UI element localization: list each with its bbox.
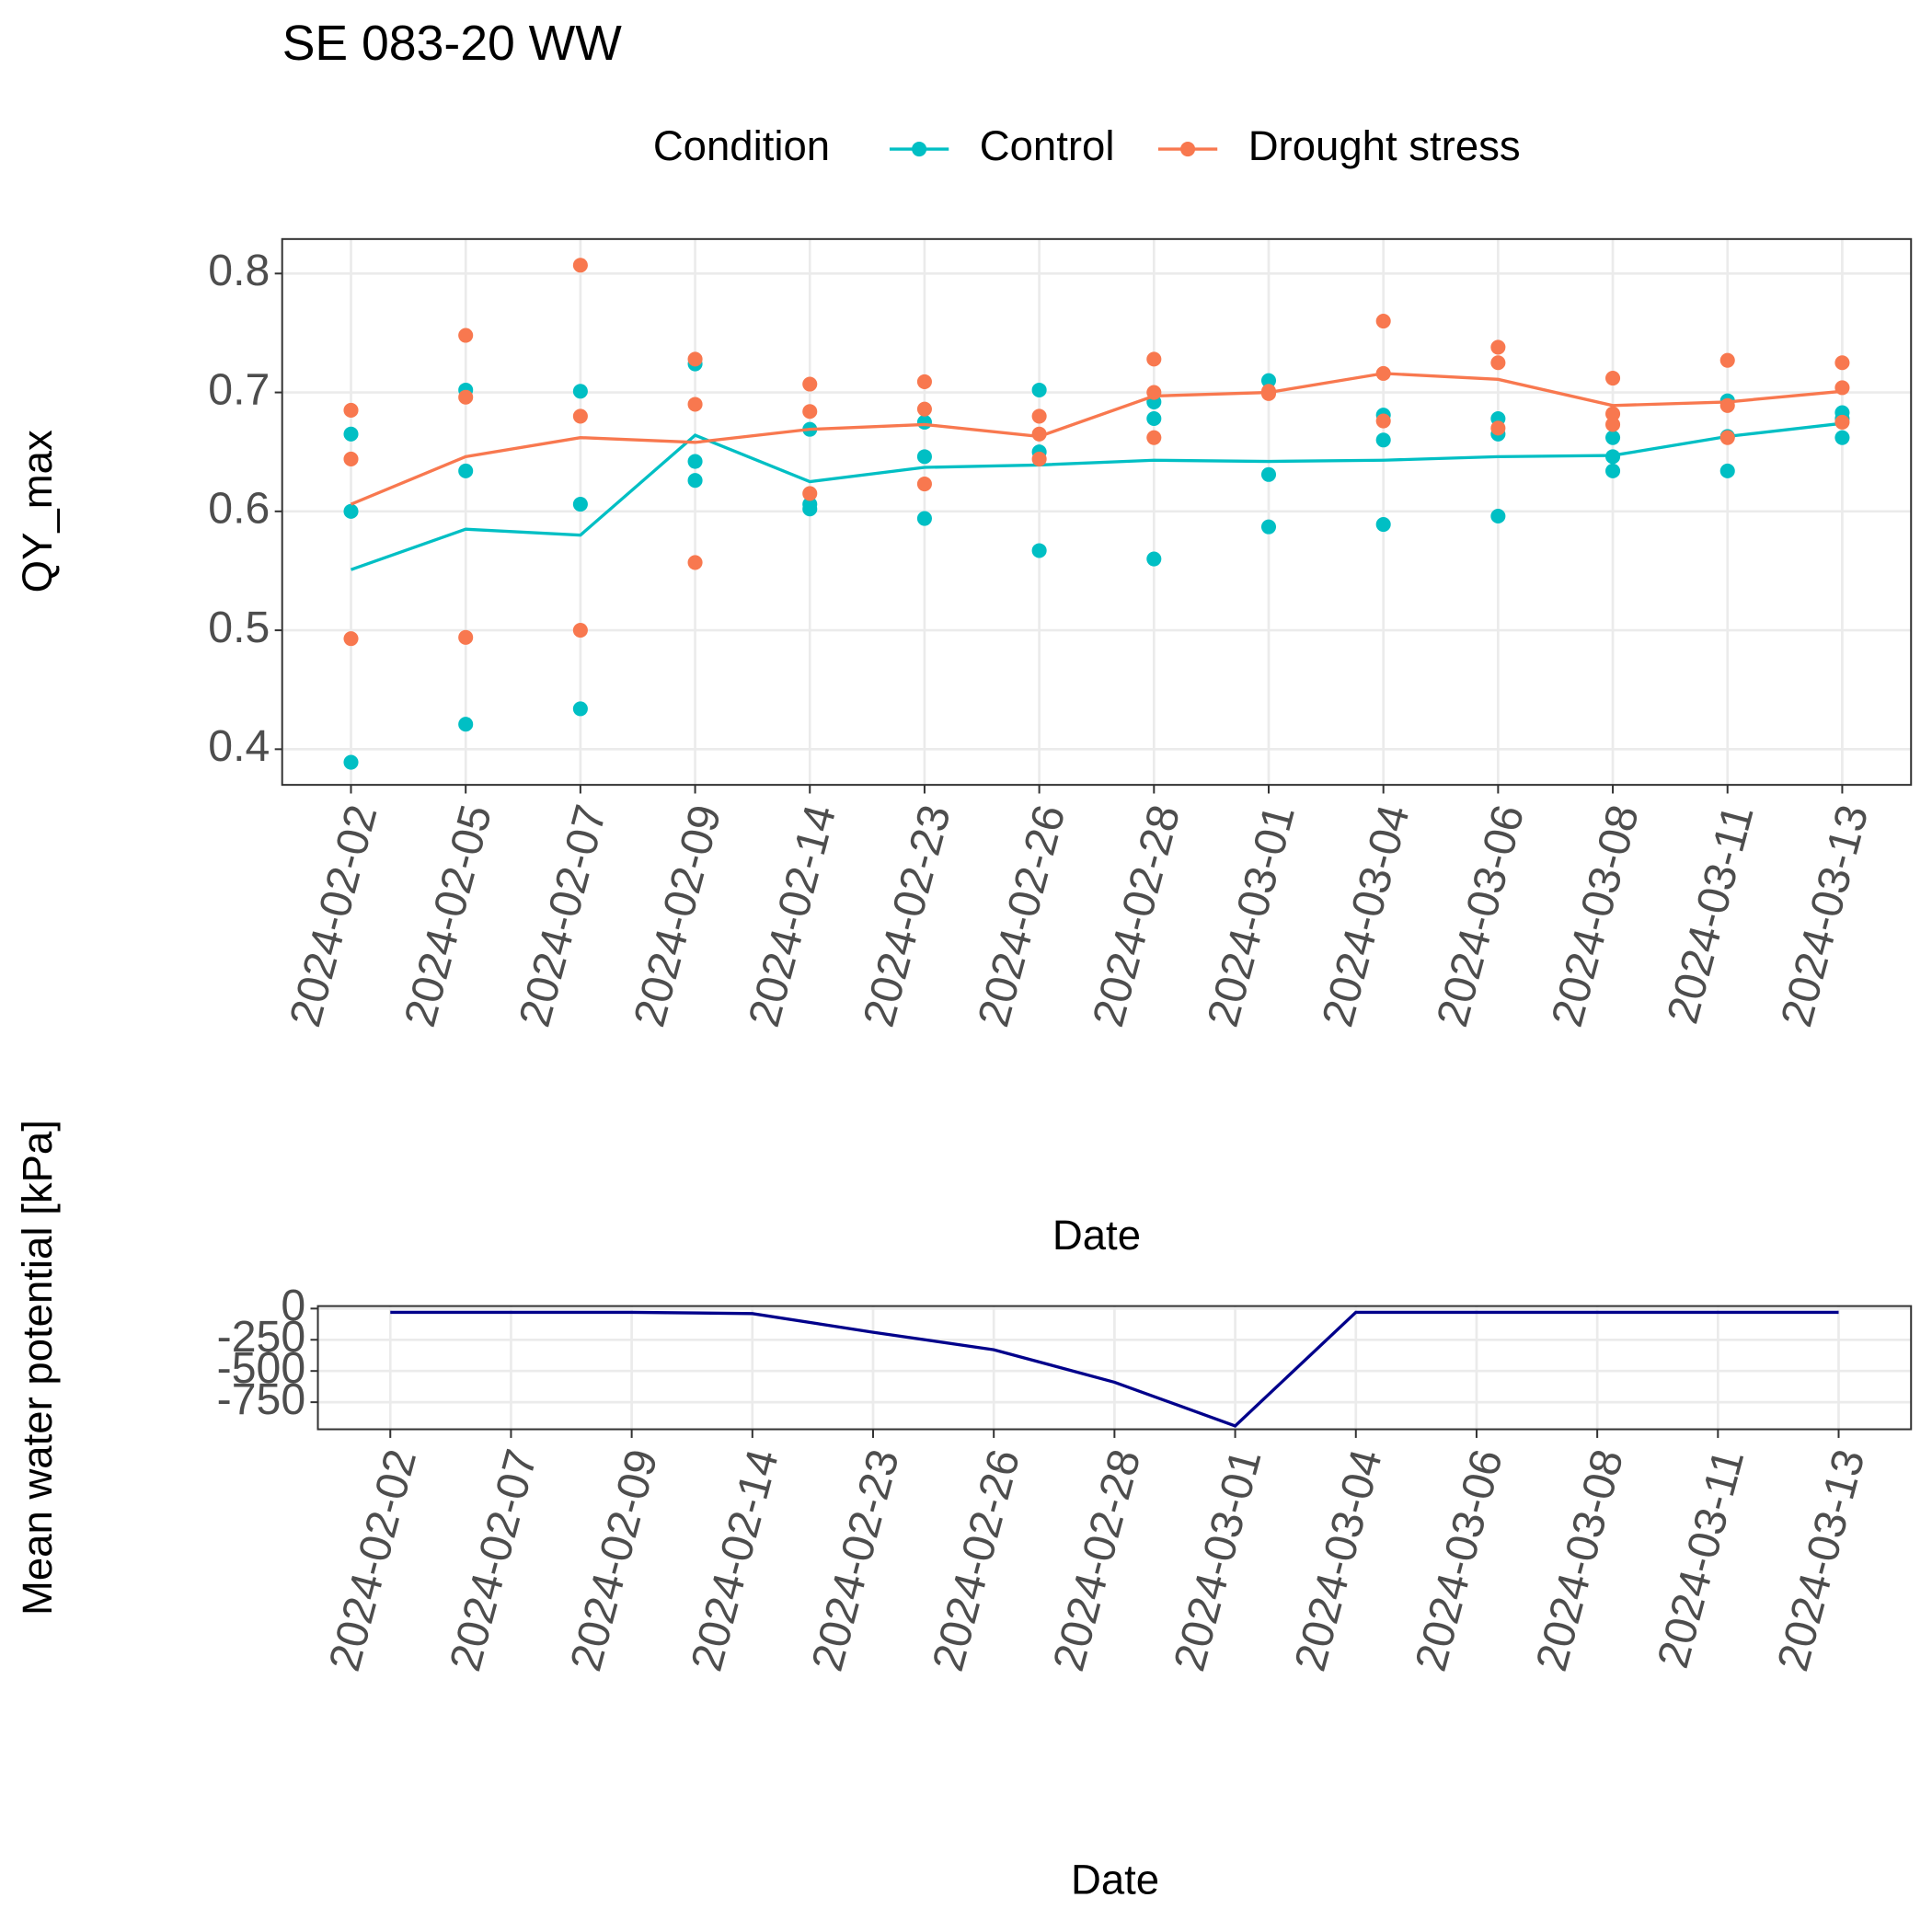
legend-label: Drought stress xyxy=(1248,122,1521,169)
point xyxy=(572,384,588,399)
legend-marker xyxy=(912,142,927,157)
point xyxy=(343,503,359,519)
point xyxy=(458,389,474,405)
point xyxy=(1146,385,1162,400)
point xyxy=(572,258,588,273)
y-tick-label: -500 xyxy=(217,1343,305,1393)
y-axis-title: QY_max xyxy=(14,430,61,592)
point xyxy=(458,463,474,478)
point xyxy=(343,754,359,770)
point xyxy=(1031,451,1047,466)
point xyxy=(802,404,818,420)
point xyxy=(1605,417,1621,432)
point xyxy=(1375,365,1391,381)
point xyxy=(916,449,932,465)
x-axis-title: Date xyxy=(1071,1856,1159,1903)
point xyxy=(802,376,818,392)
point xyxy=(1490,508,1506,524)
point xyxy=(343,402,359,418)
point xyxy=(1490,339,1506,355)
point xyxy=(1834,414,1850,430)
line xyxy=(350,372,1843,506)
point xyxy=(1605,449,1621,465)
point xyxy=(458,717,474,732)
y-tick-label: 0.4 xyxy=(208,721,270,771)
point xyxy=(687,473,703,489)
point xyxy=(1031,382,1047,398)
point xyxy=(458,629,474,645)
point xyxy=(1719,463,1735,478)
line xyxy=(390,1310,1839,1428)
plot-border xyxy=(281,237,1913,787)
legend: Control Drought stress xyxy=(889,122,1521,169)
point xyxy=(1605,463,1621,478)
chart-title: SE 083-20 WW xyxy=(282,17,623,71)
legend-title: Condition xyxy=(653,122,830,169)
point xyxy=(1375,517,1391,533)
y-tick-label: 0.8 xyxy=(208,246,270,295)
point xyxy=(1146,551,1162,567)
point xyxy=(916,374,932,389)
point xyxy=(572,408,588,424)
point xyxy=(687,454,703,469)
y-tick-label: -750 xyxy=(217,1374,305,1424)
line xyxy=(350,421,1843,571)
point xyxy=(687,351,703,367)
point xyxy=(1375,432,1391,448)
point xyxy=(1605,371,1621,386)
point xyxy=(1146,430,1162,445)
point xyxy=(572,701,588,717)
legend-label: Control xyxy=(980,122,1115,169)
point xyxy=(802,486,818,501)
y-tick-label: 0 xyxy=(281,1281,305,1330)
point xyxy=(1719,430,1735,445)
x-axis-title: Date xyxy=(1052,1212,1141,1259)
point xyxy=(1719,352,1735,368)
y-axis-title: Mean water potential [kPa] xyxy=(14,1120,61,1616)
y-tick-label: 0.5 xyxy=(208,603,270,652)
point xyxy=(343,426,359,442)
point xyxy=(802,501,818,517)
y-tick-label: -250 xyxy=(217,1312,305,1362)
point xyxy=(1719,397,1735,413)
legend-marker xyxy=(1180,142,1196,157)
point xyxy=(1834,430,1850,445)
y-tick-label: 0.7 xyxy=(208,364,270,414)
point xyxy=(1031,543,1047,558)
point xyxy=(572,497,588,512)
point xyxy=(916,401,932,417)
point xyxy=(1605,406,1621,421)
point xyxy=(1031,426,1047,442)
point xyxy=(458,328,474,343)
point xyxy=(343,451,359,466)
point xyxy=(1834,380,1850,396)
point xyxy=(1146,351,1162,367)
point xyxy=(343,631,359,647)
point xyxy=(572,623,588,638)
point xyxy=(1605,430,1621,445)
point xyxy=(916,414,932,430)
y-tick-label: 0.6 xyxy=(208,484,270,534)
point xyxy=(687,555,703,570)
point xyxy=(687,397,703,412)
point xyxy=(1260,385,1277,401)
point xyxy=(916,511,932,526)
point xyxy=(1490,355,1506,371)
point xyxy=(1260,373,1277,388)
point xyxy=(1375,313,1391,329)
point xyxy=(1490,420,1506,436)
point xyxy=(1260,519,1277,535)
point xyxy=(1260,466,1277,482)
point xyxy=(1146,410,1162,427)
point xyxy=(1834,355,1850,371)
point xyxy=(1375,413,1391,429)
point xyxy=(916,477,932,492)
plot-border xyxy=(316,1305,1913,1431)
point xyxy=(1031,408,1047,424)
